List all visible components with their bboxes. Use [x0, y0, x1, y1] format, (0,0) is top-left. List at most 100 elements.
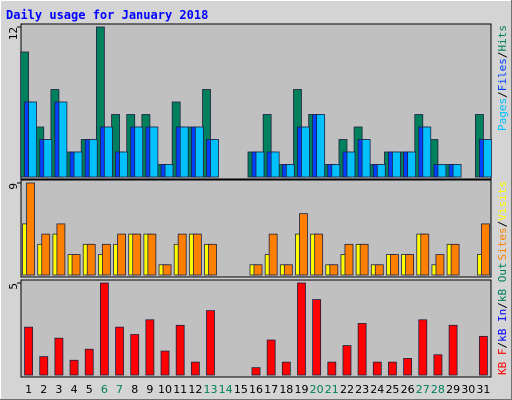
- x-tick-label: 10: [158, 383, 172, 396]
- legend: Sites/Visits: [496, 181, 509, 261]
- bar: [130, 334, 140, 376]
- bar: [39, 356, 49, 376]
- y-tick-label: 12: [7, 27, 20, 40]
- bar: [266, 339, 276, 376]
- bar: [56, 223, 66, 276]
- bar: [327, 361, 337, 376]
- bar: [479, 335, 488, 376]
- x-tick-label: 23: [355, 383, 369, 396]
- x-tick-label: 11: [173, 383, 187, 396]
- bar: [437, 164, 447, 178]
- bar: [329, 264, 339, 276]
- bar: [450, 243, 460, 276]
- bar: [403, 358, 413, 376]
- x-tick-label: 1: [25, 383, 32, 396]
- legend-entry: Files: [496, 58, 509, 91]
- bar: [422, 126, 432, 178]
- bar: [435, 254, 445, 276]
- legend-entry: Visits: [496, 181, 509, 221]
- legend: KB F/kB In/kB Out: [496, 262, 509, 375]
- bar: [376, 164, 386, 178]
- bar: [357, 323, 367, 376]
- bar: [149, 126, 159, 178]
- bar: [346, 151, 356, 178]
- bar: [99, 282, 109, 376]
- x-tick-label: 17: [264, 383, 278, 396]
- bar: [103, 126, 113, 178]
- legend: Pages/Files/Hits: [496, 25, 509, 131]
- x-tick-label: 31: [476, 383, 490, 396]
- legend-entry: kB Out: [496, 262, 509, 302]
- bar: [361, 139, 371, 178]
- x-tick-label: 7: [116, 383, 123, 396]
- x-tick-label: 21: [325, 383, 339, 396]
- bar: [88, 139, 98, 178]
- bar: [192, 233, 202, 276]
- y-tick-label: 5: [7, 283, 20, 290]
- bar: [28, 101, 37, 178]
- bar: [26, 182, 35, 276]
- bar: [283, 264, 293, 276]
- bar: [342, 345, 352, 376]
- bar: [132, 233, 142, 276]
- bar: [41, 233, 51, 276]
- legend-entry: Sites: [496, 227, 509, 260]
- x-tick-label: 5: [86, 383, 93, 396]
- bar: [483, 139, 492, 178]
- bar: [268, 233, 278, 276]
- bar: [190, 361, 200, 376]
- bar: [316, 114, 326, 178]
- bar: [58, 101, 68, 178]
- x-tick-label: 8: [131, 383, 138, 396]
- bar: [177, 233, 187, 276]
- x-tick-label: 24: [370, 383, 384, 396]
- bar: [86, 243, 96, 276]
- bar: [285, 164, 295, 178]
- bar: [84, 348, 94, 376]
- x-tick-label: 15: [234, 383, 248, 396]
- bar: [71, 254, 81, 276]
- x-tick-label: 19: [294, 383, 308, 396]
- bar: [374, 264, 384, 276]
- bar: [160, 350, 170, 376]
- bar: [297, 282, 306, 376]
- chart-title: Daily usage for January 2018: [6, 8, 208, 22]
- x-tick-label: 16: [249, 383, 263, 396]
- bar: [331, 164, 341, 178]
- x-tick-label: 14: [219, 383, 233, 396]
- bar: [115, 326, 124, 376]
- bar: [101, 243, 111, 276]
- bar: [73, 151, 83, 178]
- bar: [24, 326, 33, 376]
- x-tick-label: 18: [279, 383, 293, 396]
- bar: [390, 254, 399, 276]
- legend-separator: /: [496, 91, 509, 98]
- x-tick-label: 30: [461, 383, 475, 396]
- bar: [210, 139, 219, 178]
- legend-separator: /: [496, 221, 509, 228]
- bar: [175, 324, 185, 376]
- bar: [194, 126, 204, 178]
- bar: [54, 337, 64, 376]
- bar: [206, 310, 215, 376]
- bar: [372, 361, 382, 376]
- legend-separator: /: [496, 342, 509, 349]
- bar: [270, 151, 280, 178]
- bar: [407, 151, 417, 178]
- bar: [344, 243, 354, 276]
- legend-separator: /: [496, 302, 509, 309]
- x-tick-label: 28: [431, 383, 445, 396]
- x-tick-label: 2: [40, 383, 47, 396]
- bar: [43, 139, 53, 178]
- bar: [314, 233, 324, 276]
- bar: [179, 126, 189, 178]
- x-tick-label: 27: [416, 383, 430, 396]
- bar: [162, 264, 172, 276]
- x-tick-label: 20: [310, 383, 324, 396]
- x-tick-label: 3: [55, 383, 62, 396]
- bar: [117, 233, 126, 276]
- bar: [69, 359, 79, 376]
- bar: [145, 319, 155, 376]
- bar: [299, 213, 308, 276]
